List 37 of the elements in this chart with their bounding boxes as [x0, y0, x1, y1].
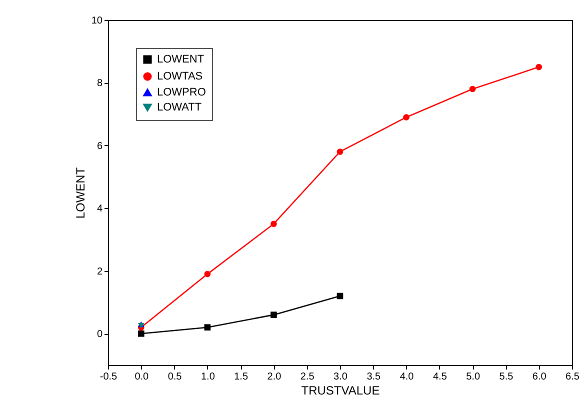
x-tick-label: 4.5	[432, 372, 448, 382]
legend-label: LOWENT	[157, 54, 204, 66]
x-tick-label: 1.5	[234, 372, 248, 382]
point	[138, 330, 144, 337]
x-tick-label: 5.5	[499, 372, 514, 382]
point	[469, 86, 476, 92]
x-tick-label: 1.0	[200, 372, 216, 382]
y-tick-label: 2	[96, 266, 103, 278]
x-tick-label: -0.5	[100, 372, 118, 382]
point	[270, 220, 277, 228]
x-tick-label: 4.0	[400, 372, 414, 382]
x-tick-label: 0.0	[134, 372, 150, 382]
point	[403, 114, 410, 120]
y-tick-label: 10	[91, 16, 103, 26]
point	[270, 312, 277, 318]
y-tick-label: 4	[96, 204, 103, 215]
legend-label: LOWTAS	[157, 70, 203, 82]
y-tick-label: 6	[96, 140, 103, 152]
point	[536, 64, 542, 70]
x-tick-label: 2.0	[267, 372, 282, 382]
x-tick-label: 3.0	[334, 372, 348, 382]
x-tick-label: 2.5	[300, 372, 315, 382]
y-tick-label: 8	[96, 78, 103, 90]
y-tick-label: 0	[96, 329, 103, 340]
x-tick-label: 5.0	[466, 372, 480, 382]
point	[336, 292, 344, 300]
point	[204, 270, 211, 278]
point	[204, 324, 211, 331]
x-tick-label: 0.5	[168, 372, 182, 382]
point	[336, 148, 344, 155]
legend-label: LOWPRO	[157, 86, 206, 98]
x-axis-title: TRUSTVALUE	[301, 384, 380, 398]
y-axis-title: LOWENT	[73, 166, 88, 219]
x-tick-label: 6.0	[532, 372, 547, 382]
x-tick-label: 6.5	[566, 372, 580, 382]
x-tick-label: 3.5	[366, 372, 382, 382]
legend-label: LOWATT	[157, 102, 202, 114]
